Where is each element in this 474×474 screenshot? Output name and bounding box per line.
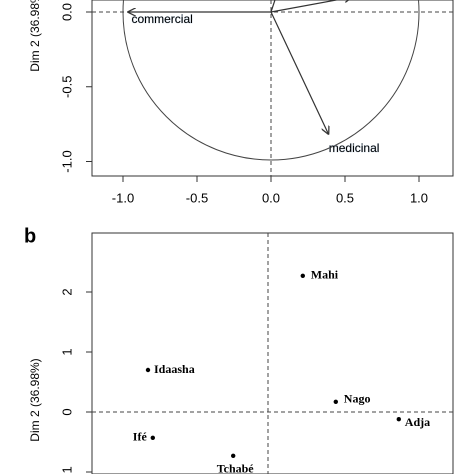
x-tick-label: 1.0 <box>410 190 428 205</box>
y-tick-label: 1 <box>59 348 74 355</box>
arrow <box>270 11 329 135</box>
point <box>145 367 151 373</box>
y-tick-label: -1 <box>59 466 74 474</box>
variable-label: medicinal <box>329 141 380 155</box>
point <box>333 399 338 404</box>
point <box>396 417 401 422</box>
plot-frame <box>91 232 454 474</box>
plot-frame <box>91 0 454 177</box>
point-label: Adja <box>405 415 430 429</box>
y-tick-label: 0.0 <box>59 3 74 21</box>
y-tick-label: 2 <box>59 288 74 295</box>
y-axis-label: Dim 2 (36.98%) <box>28 358 42 441</box>
point <box>300 273 305 278</box>
plot-area: commercial medicinal <box>92 0 453 176</box>
point-label: Tchabé <box>217 462 255 474</box>
x-tick-label: -1.0 <box>112 190 134 205</box>
point <box>231 453 236 458</box>
x-tick-label: 0.5 <box>336 190 354 205</box>
y-tick-label: -1.0 <box>59 150 74 172</box>
unit-circle <box>122 0 420 161</box>
panel-b: Mahi Idaasha Nago Adja Ifé Tchabé 2 1 0 -1 Dim 2 (… <box>24 225 454 474</box>
arrow <box>270 0 276 13</box>
variable-label: commercial <box>131 12 192 26</box>
y-tick-label: -0.5 <box>59 76 74 98</box>
panel-label: b <box>24 225 36 247</box>
point-label: Ifé <box>133 430 148 444</box>
point <box>150 435 155 440</box>
point-label: Nago <box>344 392 371 406</box>
x-tick-label: 0.0 <box>262 190 280 205</box>
point-label: Mahi <box>311 268 339 282</box>
arrow <box>270 0 352 13</box>
y-axis-label: Dim 2 (36.98%) <box>28 0 42 72</box>
plot-area: Mahi Idaasha Nago Adja Ifé Tchabé <box>92 233 453 474</box>
x-tick-label: -0.5 <box>186 190 208 205</box>
point-label: Idaasha <box>154 362 195 376</box>
panel-a: commercial medicinal 0.0 -0.5 -1.0 -1.0 -0.5 0.… <box>28 0 454 205</box>
y-tick-label: 0 <box>59 408 74 415</box>
